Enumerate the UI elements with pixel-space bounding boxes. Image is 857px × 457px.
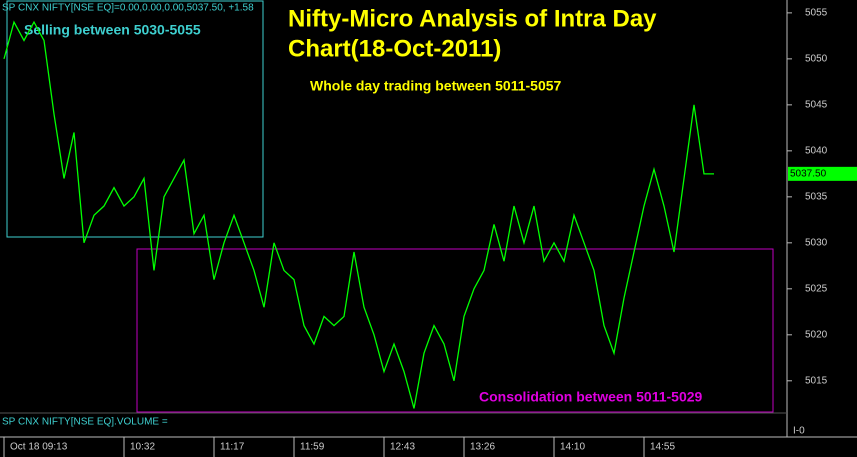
y-tick-label: 5020 — [805, 329, 828, 340]
y-tick-label: 5015 — [805, 375, 828, 386]
y-tick-label: 5040 — [805, 145, 828, 156]
title: Nifty-Micro Analysis of Intra Day — [288, 5, 657, 32]
x-tick-label: 11:17 — [220, 442, 245, 453]
last-price-label: 5037.50 — [790, 168, 827, 179]
x-tick-label: 13:26 — [470, 442, 495, 453]
x-tick-label: 11:59 — [300, 442, 325, 453]
x-tick-label: Oct 18 09:13 — [10, 442, 68, 453]
volume-label: SP CNX NIFTY[NSE EQ].VOLUME = — [2, 417, 168, 428]
annotation: Selling between 5030-5055 — [24, 22, 201, 38]
title: Chart(18-Oct-2011) — [288, 35, 501, 62]
price-line — [3, 20, 714, 409]
corner-label: I-0 — [793, 426, 805, 437]
y-tick-label: 5035 — [805, 191, 828, 202]
y-tick-label: 5030 — [805, 237, 828, 248]
consolidation-box — [136, 248, 774, 413]
annotation: Consolidation between 5011-5029 — [479, 389, 703, 405]
selling-box — [6, 0, 264, 238]
x-tick-label: 12:43 — [390, 442, 415, 453]
y-tick-label: 5050 — [805, 54, 828, 65]
last-price-tag — [788, 166, 857, 181]
y-tick-label: 5045 — [805, 100, 828, 111]
x-tick-label: 14:55 — [650, 442, 675, 453]
annotation: Whole day trading between 5011-5057 — [310, 78, 562, 94]
header: SP CNX NIFTY[NSE EQ]=0.00,0.00,0.00,5037… — [2, 3, 254, 14]
x-tick-label: 10:32 — [130, 442, 155, 453]
y-tick-label: 5025 — [805, 283, 828, 294]
x-tick-label: 14:10 — [560, 442, 585, 453]
y-tick-label: 5055 — [805, 8, 828, 19]
